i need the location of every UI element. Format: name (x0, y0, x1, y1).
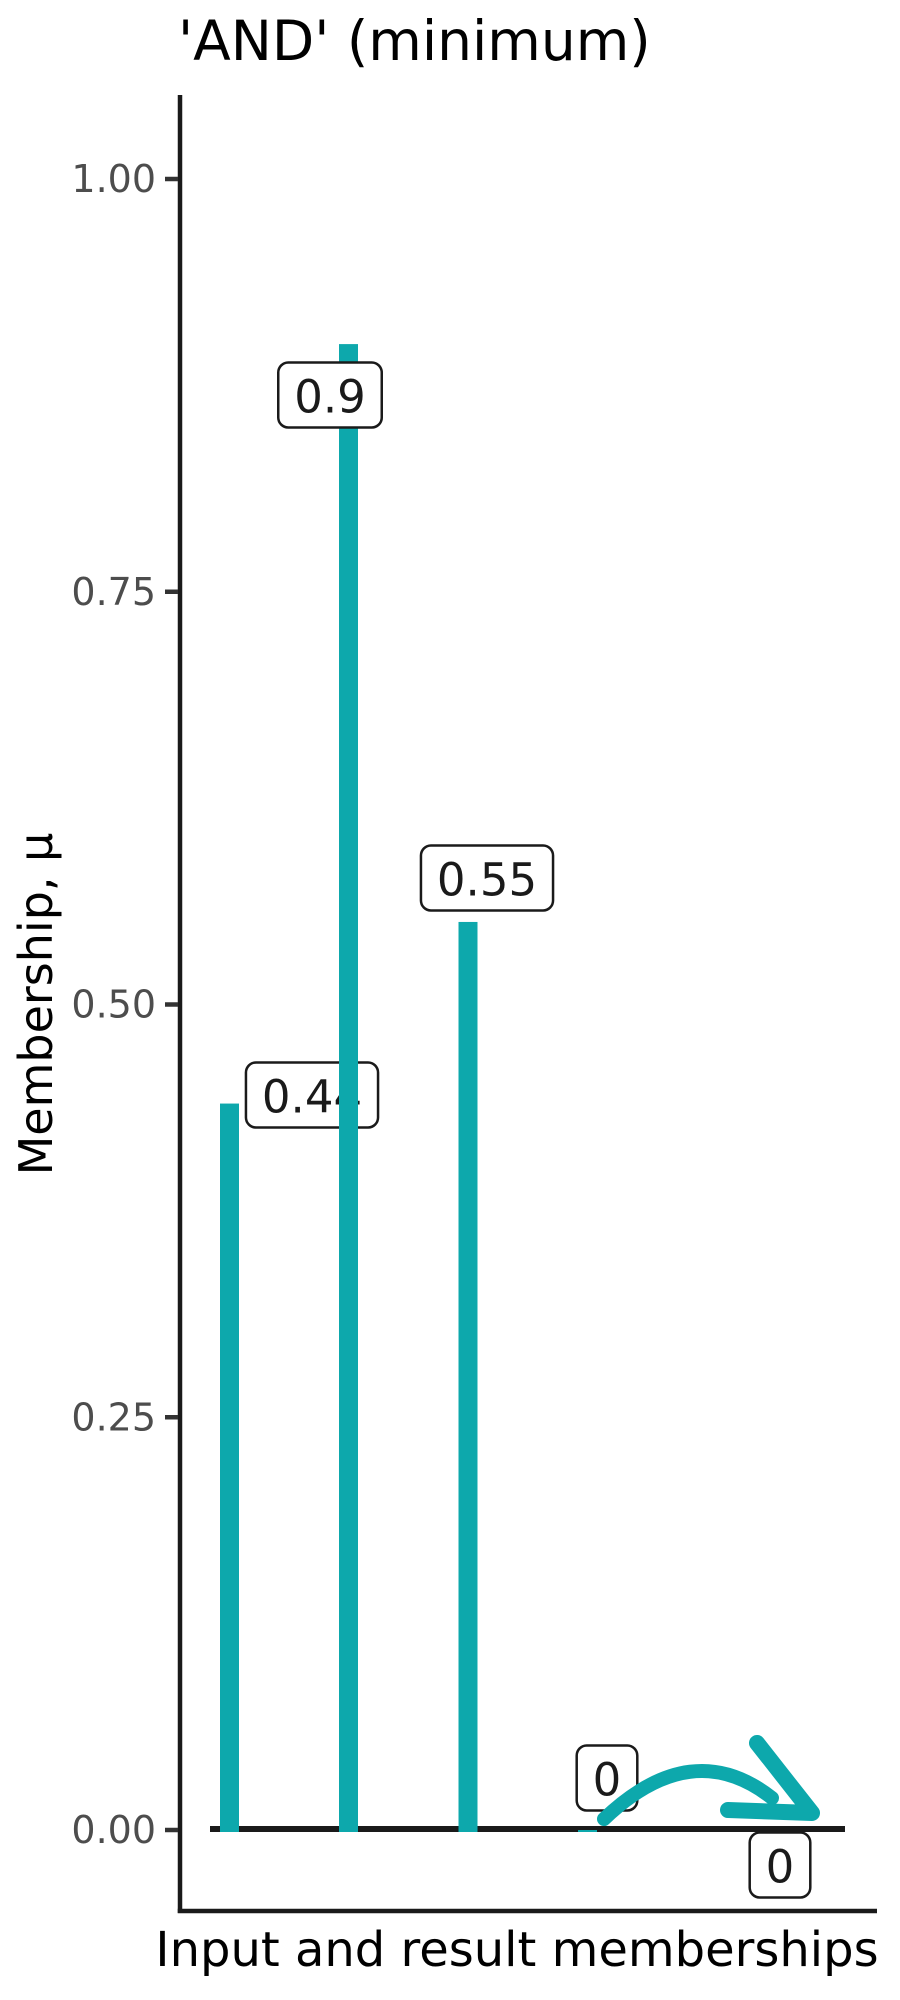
value-label-text: 0 (766, 1841, 795, 1894)
value-label: 0.44 (244, 1061, 380, 1129)
y-axis-title: Membership, μ (9, 833, 63, 1176)
membership-bar (458, 921, 478, 1832)
value-label: 0.55 (419, 844, 555, 912)
y-tick-label: 0.50 (71, 983, 156, 1027)
value-label-box (748, 1831, 812, 1899)
membership-bar (220, 1103, 239, 1832)
y-tick-label: 0.00 (71, 1808, 156, 1852)
arrow-shaft (597, 1764, 779, 1826)
value-label-box (277, 361, 383, 429)
y-tick-label: 1.00 (71, 157, 156, 201)
value-label-text: 0 (593, 1754, 622, 1807)
value-label: 0 (748, 1831, 812, 1899)
bars-and-value-labels: 0.44 0.9 0.55 0 0 (220, 344, 820, 1899)
y-tick-label: 0.25 (71, 1395, 156, 1439)
arrow-head (720, 1735, 820, 1821)
axes: 0.00 0.25 0.50 0.75 1.00 (71, 95, 877, 1914)
membership-bar (578, 1830, 597, 1832)
x-axis-title: Input and result memberships (155, 1922, 878, 1978)
value-label-text: 0.9 (294, 371, 366, 424)
result-arrow (597, 1735, 820, 1826)
y-tick-label: 0.75 (71, 570, 156, 614)
value-label-text: 0.55 (437, 854, 537, 907)
membership-bar (339, 344, 358, 1833)
value-label-box (419, 844, 555, 912)
value-label: 0.9 (277, 361, 383, 429)
chart-title: 'AND' (minimum) (178, 9, 651, 73)
